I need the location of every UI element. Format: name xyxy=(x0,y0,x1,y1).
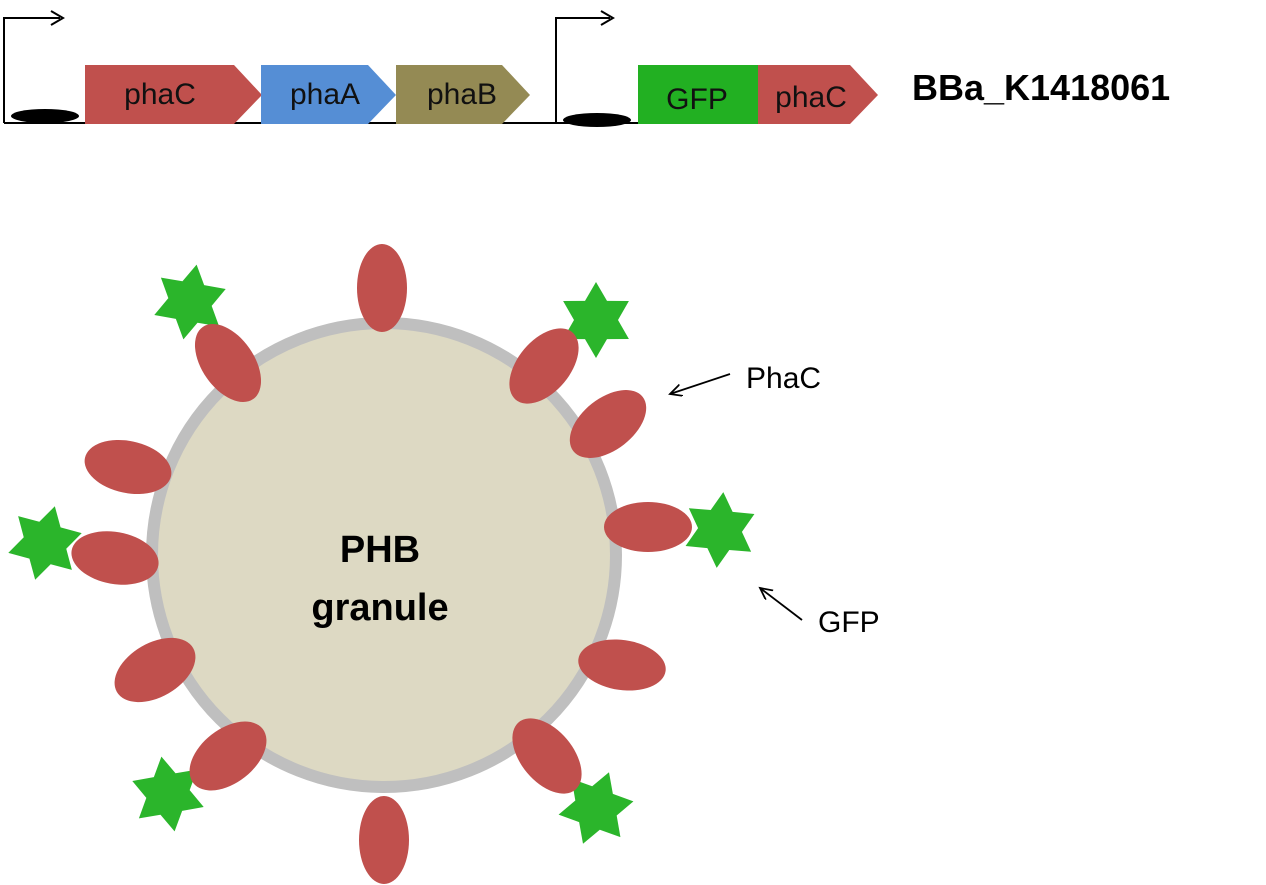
gfp-star xyxy=(684,489,756,570)
phac-protein xyxy=(357,244,407,332)
gene-phaa: phaA xyxy=(261,65,396,124)
promoter-2 xyxy=(556,11,613,123)
gfp-star xyxy=(3,498,86,588)
gene-phac-1: phaC xyxy=(85,65,262,124)
callout-gfp: GFP xyxy=(760,588,880,639)
rbs-1 xyxy=(11,109,79,123)
granule-label-line2: granule xyxy=(311,587,448,629)
gene-phaa-label: phaA xyxy=(290,78,360,111)
gene-phab: phaB xyxy=(396,65,530,124)
gfp-arrow xyxy=(760,588,802,620)
phac-callout-label: PhaC xyxy=(746,362,821,395)
gene-phac-2-label: phaC xyxy=(775,81,847,114)
gene-gfp-label: GFP xyxy=(666,83,728,116)
promoter-1 xyxy=(4,11,63,123)
phac-protein xyxy=(604,502,692,552)
gene-phac-2: phaC xyxy=(758,65,878,124)
gene-phab-label: phaB xyxy=(427,78,497,111)
genetic-construct: phaC phaA phaB GFP phaC BBa_K1418061 xyxy=(4,11,1170,127)
gene-gfp: GFP xyxy=(638,65,758,124)
phac-arrow xyxy=(670,374,730,394)
callout-phac: PhaC xyxy=(670,362,821,395)
gene-phac-1-label: phaC xyxy=(124,78,196,111)
rbs-2 xyxy=(563,113,631,127)
gfp-callout-label: GFP xyxy=(818,606,880,639)
part-id-label: BBa_K1418061 xyxy=(912,67,1170,108)
granule-label-line1: PHB xyxy=(340,529,420,571)
phac-protein xyxy=(359,796,409,884)
